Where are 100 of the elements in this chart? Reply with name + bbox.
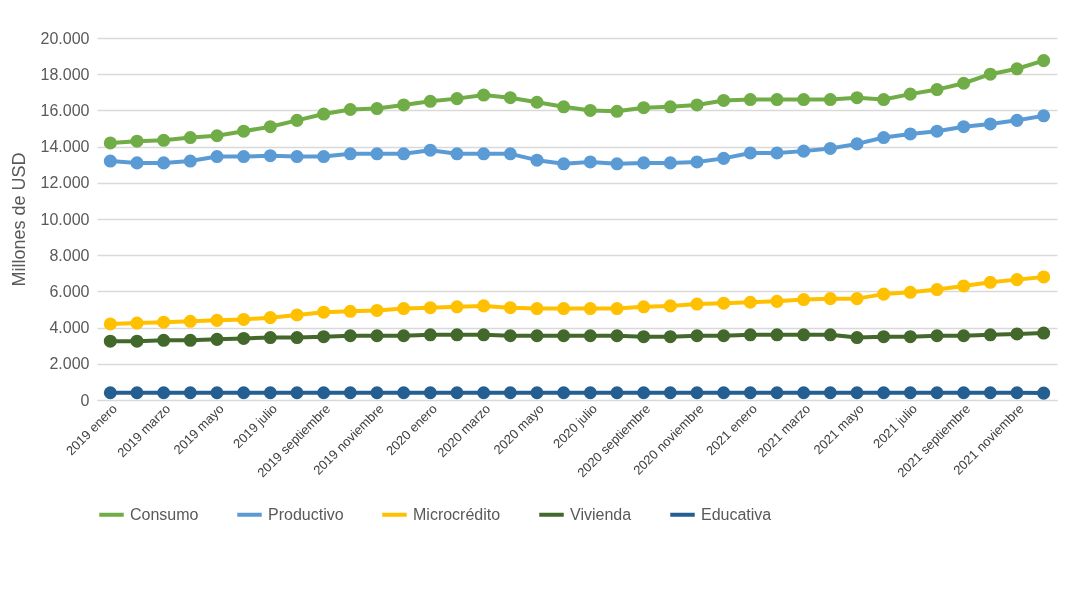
point	[343, 386, 357, 400]
point	[157, 386, 171, 400]
point	[370, 102, 384, 116]
point	[930, 83, 944, 97]
point	[450, 386, 464, 400]
point	[423, 143, 437, 157]
point	[103, 386, 117, 400]
point	[503, 147, 517, 161]
point	[877, 330, 891, 344]
point	[583, 103, 597, 117]
y-tick-label: 18.000	[40, 65, 90, 83]
point	[530, 302, 544, 316]
legend-label: Vivienda	[570, 505, 632, 523]
y-tick-label: 8.000	[49, 246, 90, 264]
point	[1037, 270, 1051, 284]
point	[637, 101, 651, 115]
point	[1037, 326, 1051, 340]
point	[290, 386, 304, 400]
point	[210, 386, 224, 400]
point	[957, 329, 971, 343]
point	[237, 150, 251, 164]
point	[397, 98, 411, 112]
point	[450, 92, 464, 106]
point	[370, 303, 384, 317]
point	[450, 328, 464, 342]
point	[343, 329, 357, 343]
point	[477, 88, 491, 102]
point	[263, 311, 277, 325]
point	[690, 297, 704, 311]
point	[477, 328, 491, 342]
point	[823, 93, 837, 107]
point	[317, 305, 331, 319]
point	[930, 124, 944, 138]
legend-label: Productivo	[268, 505, 344, 523]
point	[690, 98, 704, 112]
point	[263, 120, 277, 134]
point	[743, 146, 757, 160]
point	[797, 328, 811, 342]
point	[530, 329, 544, 343]
legend-label: Microcrédito	[413, 505, 501, 523]
point	[130, 334, 144, 348]
point	[370, 329, 384, 343]
point	[583, 386, 597, 400]
point	[210, 129, 224, 143]
point	[290, 308, 304, 322]
point	[423, 301, 437, 315]
y-tick-label: 16.000	[40, 101, 90, 119]
point	[983, 328, 997, 342]
point	[317, 107, 331, 121]
point	[823, 141, 837, 155]
point	[423, 386, 437, 400]
point	[850, 292, 864, 306]
point	[957, 279, 971, 293]
point	[690, 386, 704, 400]
point	[957, 120, 971, 134]
point	[1010, 113, 1024, 127]
point	[423, 328, 437, 342]
point	[610, 302, 624, 316]
point	[1037, 109, 1051, 123]
point	[1010, 62, 1024, 76]
point	[237, 124, 251, 138]
point	[183, 314, 197, 328]
point	[637, 386, 651, 400]
point	[717, 151, 731, 165]
point	[290, 150, 304, 164]
point	[317, 330, 331, 344]
point	[583, 302, 597, 316]
point	[477, 386, 491, 400]
point	[130, 156, 144, 170]
point	[397, 329, 411, 343]
point	[317, 150, 331, 164]
point	[183, 333, 197, 347]
point	[957, 386, 971, 400]
point	[877, 386, 891, 400]
point	[717, 93, 731, 107]
point	[183, 386, 197, 400]
point	[877, 287, 891, 301]
point	[157, 133, 171, 147]
point	[770, 386, 784, 400]
point	[743, 93, 757, 107]
point	[503, 301, 517, 315]
point	[530, 386, 544, 400]
point	[130, 316, 144, 330]
point	[743, 386, 757, 400]
legend-label: Consumo	[130, 505, 199, 523]
point	[610, 386, 624, 400]
point	[1010, 327, 1024, 341]
point	[743, 295, 757, 309]
point	[210, 313, 224, 327]
y-tick-label: 2.000	[49, 355, 90, 373]
point	[397, 147, 411, 161]
point	[103, 154, 117, 168]
point	[1037, 54, 1051, 68]
point	[290, 331, 304, 345]
point	[850, 91, 864, 105]
point	[797, 144, 811, 158]
point	[690, 329, 704, 343]
point	[877, 93, 891, 107]
point	[1010, 386, 1024, 400]
point	[1037, 386, 1051, 400]
